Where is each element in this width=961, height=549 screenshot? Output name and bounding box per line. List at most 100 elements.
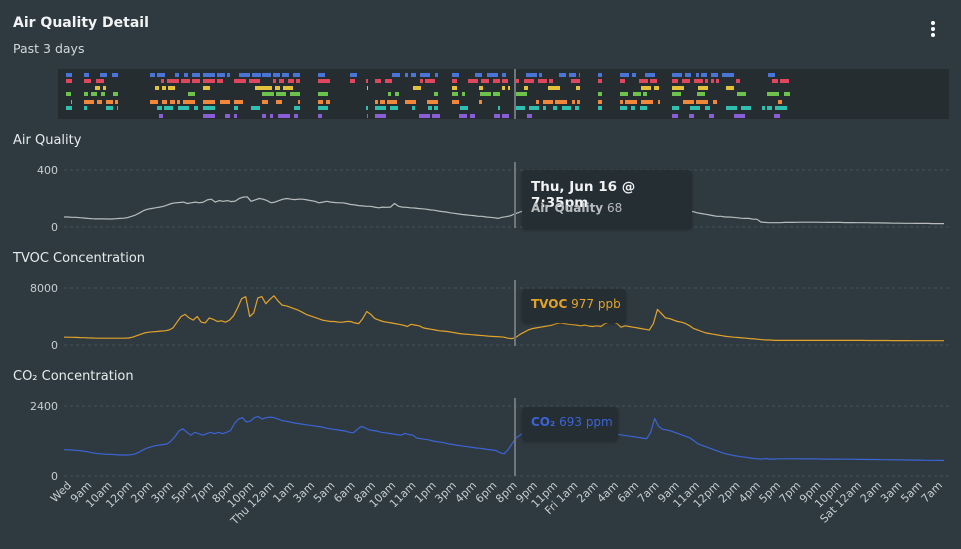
co2-label: CO₂ Concentration [13, 369, 134, 384]
event-segment [527, 114, 532, 118]
event-segment [553, 106, 557, 110]
x-tick-label: 7am [635, 479, 661, 505]
event-segment [598, 100, 602, 104]
event-segment [97, 100, 102, 104]
event-segment [470, 114, 475, 118]
event-segment [569, 73, 576, 77]
event-segment [350, 79, 355, 83]
event-segment [620, 79, 625, 83]
air-quality-y-tick-min: 0 [51, 221, 58, 234]
x-tick-label: 1pm [412, 479, 439, 506]
event-segment [767, 106, 772, 110]
event-segment [598, 106, 602, 110]
event-segment [375, 106, 386, 110]
x-tick-label: 6am [615, 479, 641, 505]
event-segment [294, 106, 300, 110]
co2-tooltip: CO₂ 693 ppm [522, 407, 618, 441]
event-segment [452, 86, 457, 90]
event-segment [682, 79, 690, 83]
event-segment [498, 106, 500, 110]
event-segment [555, 100, 567, 104]
event-segment [452, 79, 457, 83]
event-segment [217, 79, 223, 83]
x-tick-label: 2pm [716, 479, 743, 506]
event-segment [366, 106, 368, 110]
event-segment [194, 106, 198, 110]
event-segment [529, 106, 539, 110]
event-segment [164, 106, 173, 110]
event-segment [698, 86, 708, 90]
event-segment [598, 73, 602, 77]
tooltip-air-quality-value: 68 [606, 201, 623, 215]
event-segment [494, 114, 500, 118]
event-segment [150, 73, 155, 77]
tooltip-air-quality-row: Air Quality 68 [531, 201, 622, 215]
event-segment [524, 79, 534, 83]
event-segment [262, 114, 266, 118]
more-vertical-icon[interactable] [923, 18, 943, 40]
event-segment [66, 92, 71, 96]
event-segment [192, 73, 200, 77]
event-segment [620, 92, 628, 96]
event-segment [239, 73, 250, 77]
time-range-label: Past 3 days [13, 41, 85, 56]
event-segment [726, 106, 737, 110]
event-segment [536, 100, 539, 104]
event-segment [290, 92, 300, 96]
event-segment [157, 106, 162, 110]
tvoc-label: TVOC Concentration [13, 251, 146, 266]
event-segment [66, 79, 72, 83]
x-tick-label: 3am [291, 479, 317, 505]
air-quality-label: Air Quality [13, 133, 82, 148]
event-segment [385, 79, 392, 83]
event-segment [367, 114, 368, 118]
event-segment [598, 92, 602, 96]
x-tick-label: 2am [574, 479, 600, 505]
event-segment [672, 114, 678, 118]
event-segment [572, 100, 575, 104]
event-segment [726, 86, 734, 90]
event-segment [252, 73, 261, 77]
event-segment [772, 79, 778, 83]
event-segment [480, 92, 491, 96]
event-segment [203, 86, 210, 90]
event-segment [294, 114, 298, 118]
x-tick-label: 5am [311, 479, 337, 505]
event-segment [366, 79, 368, 83]
event-segment [784, 92, 790, 96]
event-segment [159, 114, 163, 118]
event-segment [181, 79, 190, 83]
event-segment [428, 106, 432, 110]
event-segment [293, 73, 300, 77]
x-tick-label: 1am [270, 479, 296, 505]
event-segment [282, 73, 289, 77]
event-segment [672, 106, 679, 110]
event-segment [481, 79, 489, 83]
event-segment [633, 92, 641, 96]
event-segment [625, 100, 637, 104]
event-segment [493, 79, 500, 83]
event-segment [420, 79, 423, 83]
event-segment [452, 73, 459, 77]
event-segment [460, 106, 468, 110]
event-segment [697, 92, 705, 96]
event-segment [559, 73, 566, 77]
event-segment [177, 100, 180, 104]
event-segment [150, 100, 158, 104]
tvoc-series-line [64, 295, 944, 342]
event-segment [220, 100, 230, 104]
event-segment [113, 92, 118, 96]
event-segment [175, 73, 179, 77]
event-segment [502, 86, 505, 90]
co2-series-line [64, 415, 945, 462]
event-segment [575, 106, 579, 110]
event-segment [598, 79, 602, 83]
event-segment [162, 100, 167, 104]
event-segment [203, 79, 215, 83]
x-tick-label: 7pm [189, 479, 216, 506]
x-tick-label: 2pm [128, 479, 155, 506]
event-segment [420, 73, 430, 77]
event-segment [217, 73, 225, 77]
event-segment [576, 86, 580, 90]
